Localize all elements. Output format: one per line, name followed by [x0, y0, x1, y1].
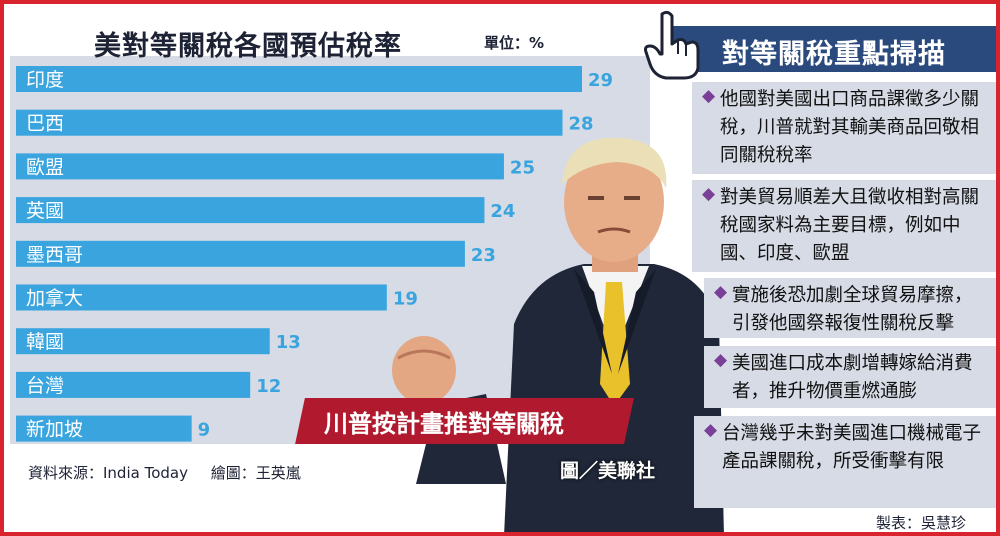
- value-label: 19: [393, 289, 418, 310]
- bar-6: [16, 284, 387, 311]
- category-label: 新加坡: [26, 419, 83, 441]
- key-point-1: ◆ 他國對美國出口商品課徵多少關稅，川普就對其輸美商品回敬相同關稅稅率: [692, 82, 996, 174]
- category-label: 印度: [26, 69, 64, 91]
- category-label: 台灣: [26, 375, 64, 397]
- key-point-text: 美國進口成本劇增轉嫁給消費者，推升物價重燃通膨: [732, 353, 973, 402]
- value-label: 24: [490, 201, 515, 222]
- drawn-by-text: 繪圖：王英嵐: [210, 464, 301, 482]
- bar-1: [16, 66, 582, 92]
- diamond-bullet-icon: ◆: [702, 184, 716, 204]
- photo-caption: 川普按計畫推對等關稅: [297, 400, 632, 442]
- maker-credit: 製表：吳慧珍: [876, 514, 967, 532]
- bar-7: [16, 328, 270, 355]
- key-points-title: 對等關稅重點掃描: [722, 39, 946, 70]
- bar-4: [16, 197, 485, 224]
- key-point-4: ◆ 美國進口成本劇增轉嫁給消費者，推升物價重燃通膨: [704, 346, 996, 408]
- value-label: 23: [471, 245, 496, 266]
- caption-text: 川普按計畫推對等關稅: [324, 410, 564, 438]
- value-label: 12: [256, 376, 281, 397]
- key-point-text: 實施後恐加劇全球貿易摩擦，引發他國祭報復性關稅反擊: [732, 285, 973, 334]
- value-label: 29: [588, 70, 613, 91]
- key-points-title-bar: 對等關稅重點掃描: [664, 26, 996, 72]
- key-point-3: ◆ 實施後恐加劇全球貿易摩擦，引發他國祭報復性關稅反擊: [704, 278, 996, 338]
- key-point-2: ◆ 對美貿易順差大且徵收相對高關稅國家料為主要目標，例如中國、印度、歐盟: [692, 180, 996, 272]
- diamond-bullet-icon: ◆: [714, 350, 728, 370]
- value-label: 28: [568, 114, 593, 135]
- category-label: 英國: [26, 200, 64, 222]
- key-point-text: 他國對美國出口商品課徵多少關稅，川普就對其輸美商品回敬相同關稅稅率: [720, 89, 980, 166]
- source-text: 資料來源：India Today: [28, 464, 188, 482]
- bar-8: [16, 371, 251, 398]
- category-label: 韓國: [26, 331, 64, 353]
- bar-9: [16, 415, 192, 442]
- diamond-bullet-icon: ◆: [702, 86, 716, 106]
- value-label: 9: [198, 420, 211, 441]
- bar-5: [16, 240, 465, 267]
- category-label: 巴西: [26, 113, 64, 135]
- source-line: 資料來源：India Today 繪圖：王英嵐: [28, 462, 319, 483]
- key-point-text: 台灣幾乎未對美國進口機械電子產品課關稅，所受衝擊有限: [722, 423, 982, 472]
- bar-chart: 印度 29 巴西 28 歐盟 25 英國 24 墨西哥 23 加拿大 19 韓國 13 台灣 12 新加坡 9: [16, 66, 613, 442]
- key-point-5: ◆ 台灣幾乎未對美國進口機械電子產品課關稅，所受衝擊有限: [694, 416, 996, 508]
- photo-credit: 圖／美聯社: [560, 460, 656, 482]
- value-label: 25: [510, 157, 535, 178]
- category-label: 墨西哥: [26, 244, 83, 266]
- key-point-text: 對美貿易順差大且徵收相對高關稅國家料為主要目標，例如中國、印度、歐盟: [720, 187, 980, 264]
- value-label: 13: [276, 332, 301, 353]
- category-label: 加拿大: [26, 287, 83, 310]
- bar-3: [16, 153, 504, 180]
- bar-2: [16, 109, 563, 136]
- pointing-hand-icon: [644, 10, 700, 80]
- chart-header: 美對等關稅各國預估稅率 單位：%: [10, 12, 670, 62]
- chart-title: 美對等關稅各國預估稅率: [94, 31, 402, 62]
- diamond-bullet-icon: ◆: [704, 420, 718, 440]
- unit-label: 單位：%: [484, 34, 545, 52]
- category-label: 歐盟: [26, 156, 64, 178]
- person-photo: [504, 137, 724, 532]
- diamond-bullet-icon: ◆: [714, 282, 728, 302]
